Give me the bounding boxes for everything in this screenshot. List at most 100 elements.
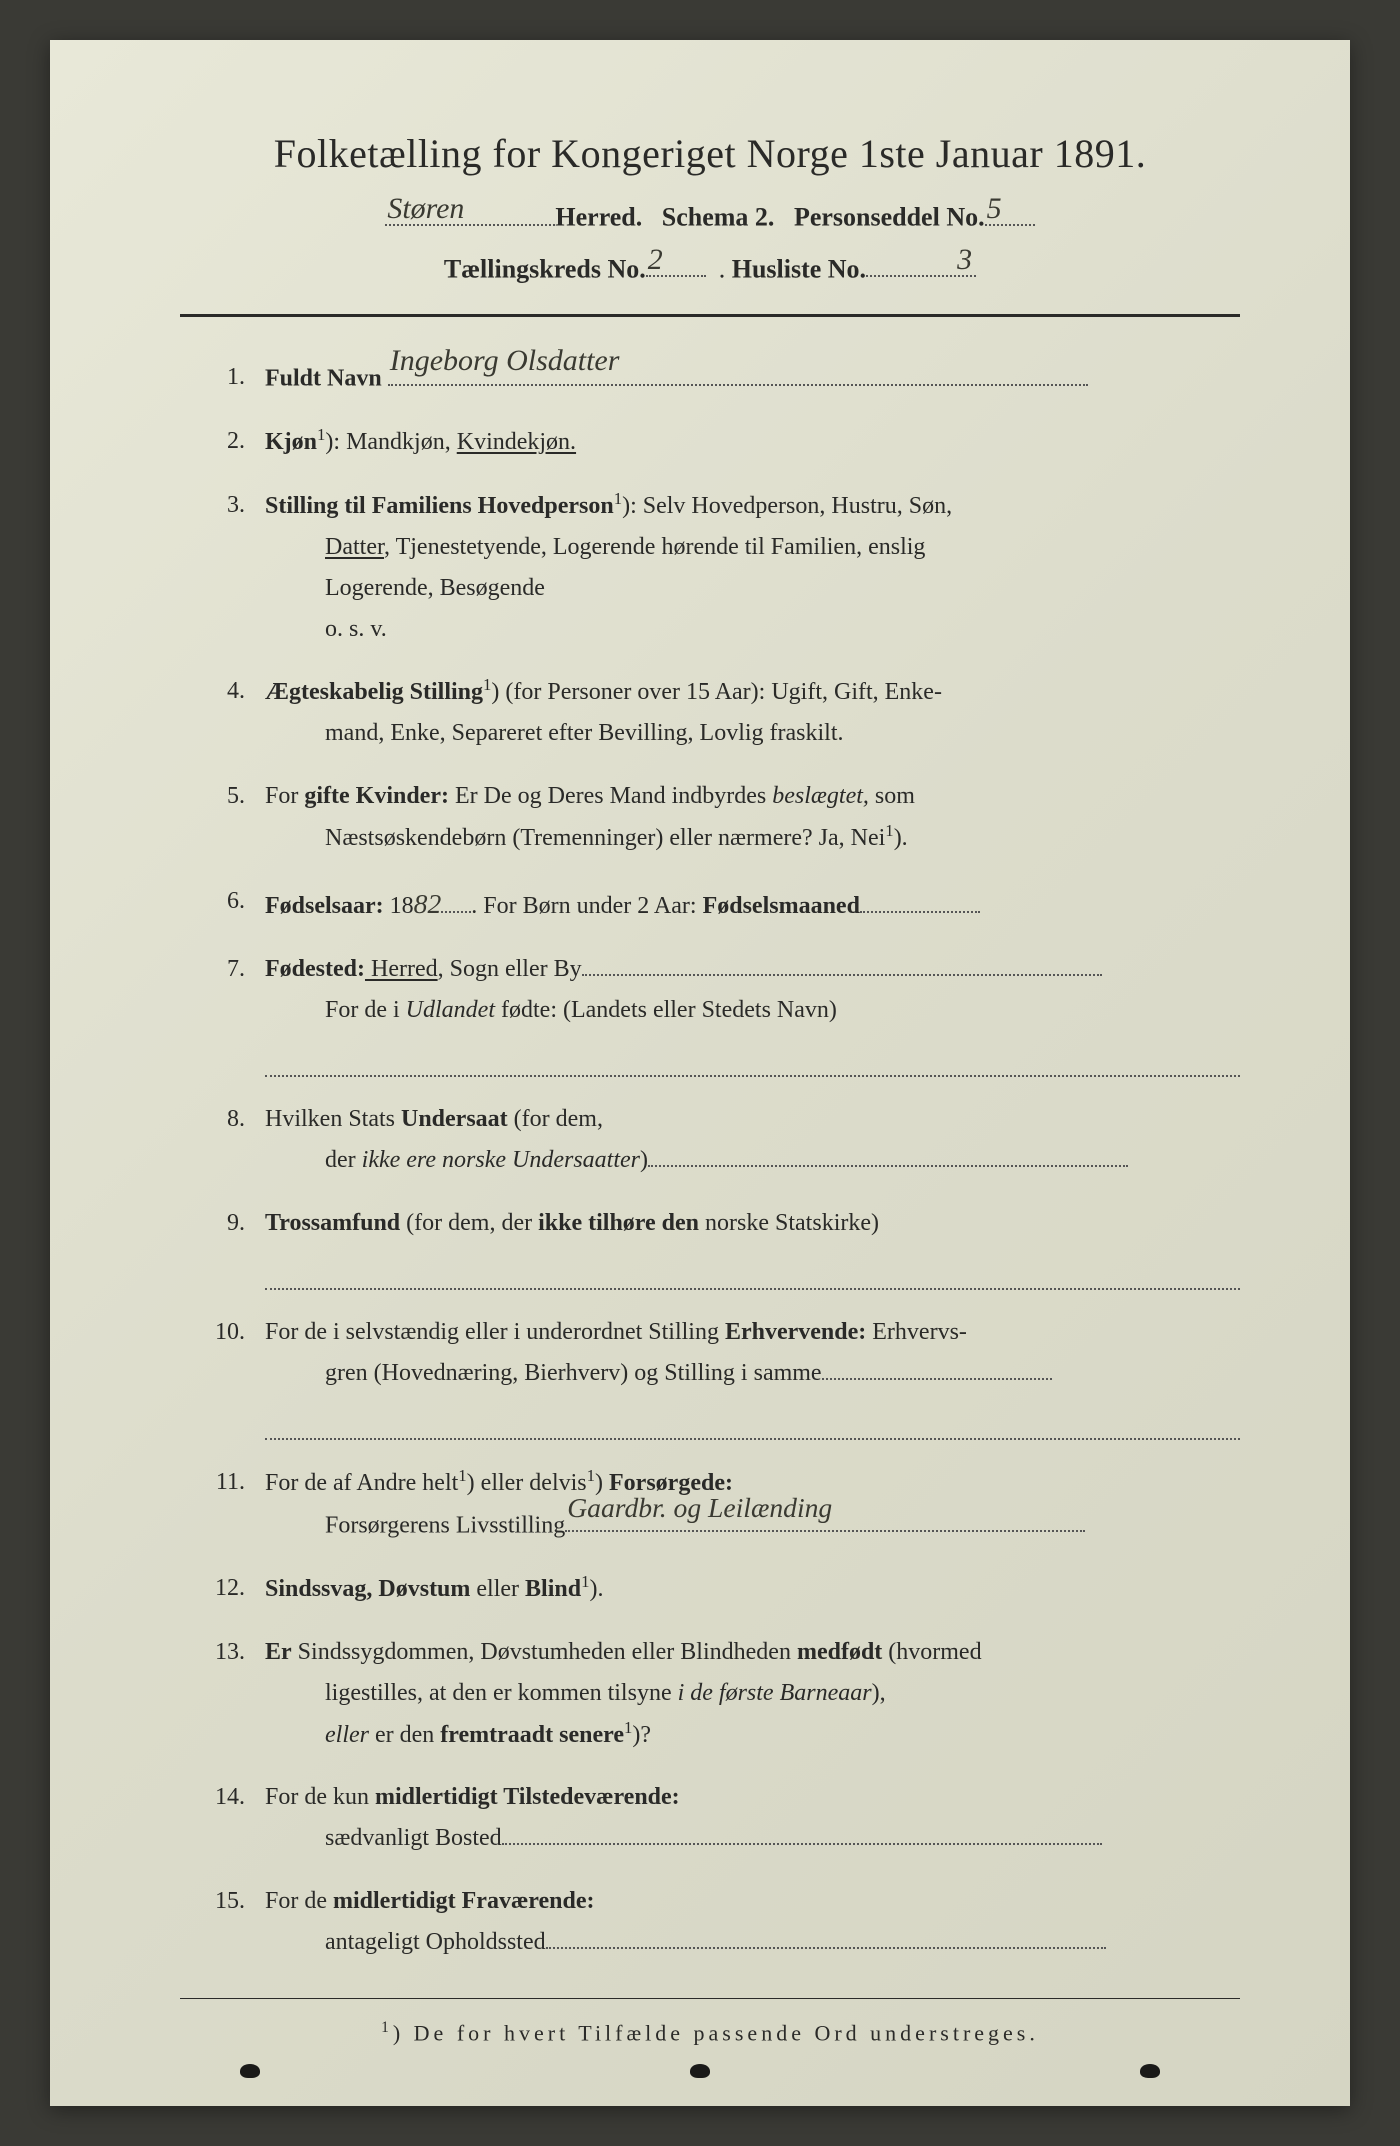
punch-hole — [240, 2064, 260, 2078]
item-4-line2: mand, Enke, Separeret efter Bevilling, L… — [265, 713, 1240, 754]
item-body: For de i selvstændig eller i underordnet… — [265, 1312, 1240, 1440]
item-num: 8. — [190, 1099, 265, 1140]
item-body: Hvilken Stats Undersaat (for dem, der ik… — [265, 1099, 1240, 1181]
item-14-l2: sædvanligt Bosted — [325, 1825, 502, 1851]
item-14-prefix: For de kun — [265, 1784, 375, 1810]
item-7-l2-prefix: For de i — [325, 997, 406, 1023]
item-body: Fødselsaar: 1882. For Børn under 2 Aar: … — [265, 881, 1240, 928]
item-8: 8. Hvilken Stats Undersaat (for dem, der… — [190, 1099, 1240, 1181]
footnote-text: ) De for hvert Tilfælde passende Ord und… — [393, 2020, 1039, 2045]
dots — [822, 1378, 1052, 1380]
item-body: Fuldt Navn Ingeborg Olsdatter — [265, 357, 1240, 399]
item-9-bold2: ikke tilhøre den — [538, 1210, 699, 1236]
item-13-t2: (hvormed — [882, 1639, 981, 1665]
census-form-page: Folketælling for Kongeriget Norge 1ste J… — [50, 40, 1350, 2106]
item-9: 9. Trossamfund (for dem, der ikke tilhør… — [190, 1203, 1240, 1290]
item-14-label: midlertidigt Tilstedeværende: — [375, 1784, 680, 1810]
item-10-label: Erhvervende: — [725, 1319, 866, 1345]
item-5-line2-text: Næstsøskendebørn (Tremenninger) eller næ… — [325, 825, 885, 851]
item-body: Er Sindssygdommen, Døvstumheden eller Bl… — [265, 1632, 1240, 1755]
item-8-label: Undersaat — [401, 1106, 508, 1132]
item-2-label: Kjøn — [265, 429, 317, 455]
form-items: 1. Fuldt Navn Ingeborg Olsdatter 2. Kjøn… — [180, 357, 1240, 1962]
header-line-2: Tællingskreds No. 2 . Husliste No. 3 — [180, 247, 1240, 285]
item-12-mid: eller — [470, 1576, 525, 1602]
item-6-year-value: 82 — [414, 888, 442, 919]
item-10-line2: gren (Hovednæring, Bierhverv) og Stillin… — [265, 1353, 1240, 1394]
page-title: Folketælling for Kongeriget Norge 1ste J… — [180, 130, 1240, 177]
item-13-t1: Sindssygdommen, Døvstumheden eller Blind… — [292, 1639, 797, 1665]
punch-hole — [1140, 2064, 1160, 2078]
item-num: 13. — [190, 1632, 265, 1673]
taellingskreds-field: 2 — [646, 247, 706, 278]
herred-label: Herred. — [555, 203, 642, 232]
item-num: 10. — [190, 1312, 265, 1353]
dots — [648, 1165, 1128, 1167]
taellingskreds-label: Tællingskreds No. — [444, 254, 646, 283]
item-15: 15. For de midlertidigt Fraværende: anta… — [190, 1881, 1240, 1963]
item-7-label: Fødested: — [265, 956, 365, 982]
item-5-trailing: Er De og Deres Mand indbyrdes — [449, 783, 772, 809]
header-rule — [180, 314, 1240, 317]
item-4-trailing: ) (for Personer over 15 Aar): Ugift, Gif… — [491, 679, 942, 705]
item-1: 1. Fuldt Navn Ingeborg Olsdatter — [190, 357, 1240, 399]
item-6-year-prefix: 18 — [384, 893, 414, 919]
item-num: 6. — [190, 881, 265, 922]
item-13-l2a: ligestilles, at den er kommen tilsyne — [325, 1680, 678, 1706]
personseddel-value: 5 — [987, 192, 1002, 226]
item-13-l3-mid: er den — [369, 1722, 440, 1748]
month-dots — [860, 911, 980, 913]
item-13-line3: eller er den fremtraadt senere1)? — [265, 1714, 1240, 1756]
item-num: 7. — [190, 949, 265, 990]
item-12-bold2: Blind — [525, 1576, 581, 1602]
item-9-trailing: norske Statskirke) — [699, 1210, 879, 1236]
item-body: Kjøn1): Mandkjøn, Kvindekjøn. — [265, 421, 1240, 463]
item-5-line2: Næstsøskendebørn (Tremenninger) eller næ… — [265, 817, 1240, 859]
item-4: 4. Ægteskabelig Stilling1) (for Personer… — [190, 671, 1240, 754]
item-body: For de kun midlertidigt Tilstedeværende:… — [265, 1777, 1240, 1859]
item-9-mid: (for dem, der — [400, 1210, 538, 1236]
personseddel-field: 5 — [985, 195, 1035, 226]
item-15-l2: antageligt Opholdssted — [325, 1929, 546, 1955]
item-13-bold1: Er — [265, 1639, 292, 1665]
item-13-l3-bold: fremtraadt senere — [440, 1722, 624, 1748]
item-body: For de midlertidigt Fraværende: antageli… — [265, 1881, 1240, 1963]
herred-field: Støren — [385, 195, 555, 226]
item-12-end: ). — [589, 1576, 603, 1602]
item-9-label: Trossamfund — [265, 1210, 400, 1236]
item-14-line2: sædvanligt Bosted — [265, 1818, 1240, 1859]
item-num: 3. — [190, 485, 265, 526]
punch-hole — [690, 2064, 710, 2078]
item-body: Ægteskabelig Stilling1) (for Personer ov… — [265, 671, 1240, 754]
sup: 1 — [614, 489, 622, 508]
husliste-label: Husliste No. — [732, 254, 866, 283]
item-6-label: Fødselsaar: — [265, 893, 384, 919]
item-10: 10. For de i selvstændig eller i underor… — [190, 1312, 1240, 1440]
item-num: 1. — [190, 357, 265, 398]
item-8-l2-italic: ikke ere norske Undersaatter — [362, 1147, 640, 1173]
item-7-selected: Herred — [365, 956, 438, 982]
item-body: For de af Andre helt1) eller delvis1) Fo… — [265, 1462, 1240, 1546]
item-3-selected: Datter — [325, 534, 384, 560]
item-num: 15. — [190, 1881, 265, 1922]
item-3-label: Stilling til Familiens Hovedperson — [265, 493, 614, 519]
item-10-trailing: Erhvervs- — [866, 1319, 967, 1345]
item-11: 11. For de af Andre helt1) eller delvis1… — [190, 1462, 1240, 1546]
item-13-l2b: ), — [872, 1680, 886, 1706]
item-8-prefix: Hvilken Stats — [265, 1106, 401, 1132]
item-num: 14. — [190, 1777, 265, 1818]
item-2: 2. Kjøn1): Mandkjøn, Kvindekjøn. — [190, 421, 1240, 463]
item-num: 5. — [190, 776, 265, 817]
item-13-line2: ligestilles, at den er kommen tilsyne i … — [265, 1673, 1240, 1714]
item-6-label2: Fødselsmaaned — [703, 893, 860, 919]
item-5-line2-end: ). — [894, 825, 908, 851]
item-3-line3: Logerende, Besøgende — [265, 568, 1240, 609]
footnote-sup: 1 — [381, 2019, 393, 2036]
item-body: Stilling til Familiens Hovedperson1): Se… — [265, 485, 1240, 649]
item-15-line2: antageligt Opholdssted — [265, 1922, 1240, 1963]
item-7-line2: For de i Udlandet fødte: (Landets eller … — [265, 990, 1240, 1031]
item-2-trailing: ): Mandkjøn, — [325, 429, 456, 455]
dots — [582, 974, 1102, 976]
sup: 1 — [458, 1466, 466, 1485]
item-num: 2. — [190, 421, 265, 462]
